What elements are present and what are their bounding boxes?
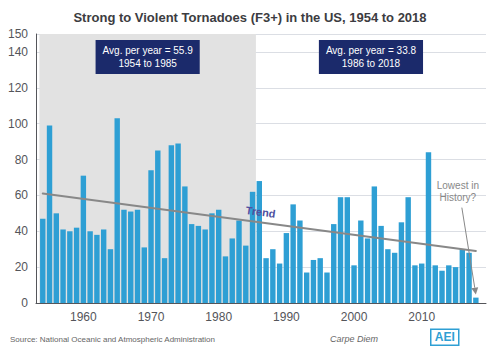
svg-text:Avg. per year = 55.9: Avg. per year = 55.9 bbox=[103, 45, 194, 56]
svg-text:100: 100 bbox=[8, 117, 28, 131]
svg-text:140: 140 bbox=[8, 45, 28, 59]
svg-text:Avg. per year = 33.8: Avg. per year = 33.8 bbox=[326, 45, 417, 56]
svg-text:2010: 2010 bbox=[408, 310, 435, 324]
svg-text:1960: 1960 bbox=[70, 310, 97, 324]
svg-text:1980: 1980 bbox=[205, 310, 232, 324]
svg-text:AEI: AEI bbox=[435, 330, 455, 344]
svg-text:150: 150 bbox=[8, 27, 28, 41]
svg-text:2000: 2000 bbox=[341, 310, 368, 324]
svg-text:0: 0 bbox=[21, 296, 28, 310]
svg-text:Strong to Violent Tornadoes (F: Strong to Violent Tornadoes (F3+) in the… bbox=[73, 10, 426, 25]
svg-text:Trend: Trend bbox=[245, 204, 276, 220]
svg-text:1986 to 2018: 1986 to 2018 bbox=[342, 58, 401, 69]
svg-text:60: 60 bbox=[15, 188, 29, 202]
svg-text:Lowest in: Lowest in bbox=[437, 180, 479, 191]
svg-text:Carpe Diem: Carpe Diem bbox=[330, 334, 379, 344]
svg-text:History?: History? bbox=[440, 192, 477, 203]
svg-text:120: 120 bbox=[8, 81, 28, 95]
svg-text:1954 to 1985: 1954 to 1985 bbox=[118, 58, 177, 69]
svg-text:40: 40 bbox=[15, 224, 29, 238]
svg-text:20: 20 bbox=[15, 260, 29, 274]
svg-text:1970: 1970 bbox=[138, 310, 165, 324]
svg-text:80: 80 bbox=[15, 153, 29, 167]
svg-text:Source: National Oceanic and A: Source: National Oceanic and Atmospheric… bbox=[10, 335, 215, 344]
svg-text:1990: 1990 bbox=[273, 310, 300, 324]
